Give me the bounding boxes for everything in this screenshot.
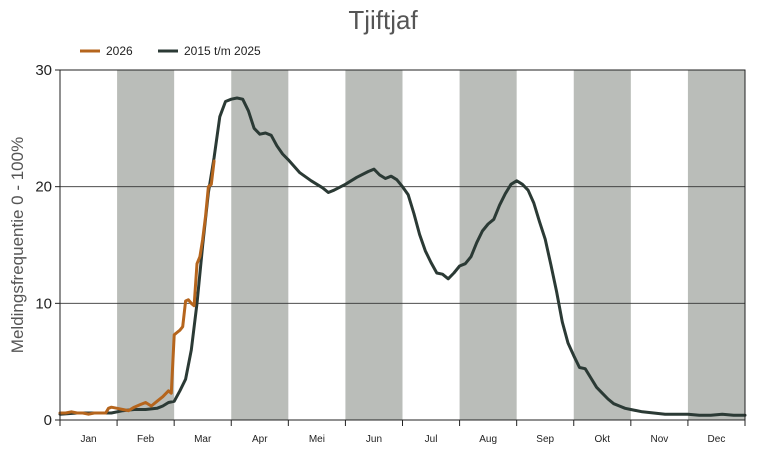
x-tick-label-jan: Jan [80, 434, 96, 445]
y-tick-label-10: 10 [35, 295, 52, 312]
shaded-month-bands [117, 70, 745, 420]
y-tick-label-20: 20 [35, 179, 52, 196]
x-tick-label-mei: Mei [309, 434, 325, 445]
x-tick-label-feb: Feb [137, 434, 155, 445]
x-tick-label-okt: Okt [595, 434, 611, 445]
x-tick-label-dec: Dec [708, 434, 726, 445]
x-tick-label-jul: Jul [425, 434, 438, 445]
band-dec [687, 70, 745, 420]
y-axis-label: Meldingsfrequentie 0 - 100% [8, 137, 27, 353]
x-axis-ticks: Jan Feb Mar Apr Mei Jun Jul Aug Sep Okt Nov Dec [59, 420, 746, 445]
x-tick-label-apr: Apr [252, 434, 268, 445]
x-tick-label-jun: Jun [366, 434, 382, 445]
series-lines [58, 96, 747, 417]
legend: 2026 2015 t/m 2025 [80, 44, 261, 58]
x-tick-label-aug: Aug [479, 434, 497, 445]
legend-label-2026: 2026 [106, 44, 133, 58]
y-tick-label-30: 30 [35, 62, 52, 79]
chart-title: Tjiftjaf [348, 5, 418, 35]
band-okt [573, 70, 631, 420]
x-tick-label-mar: Mar [194, 434, 212, 445]
band-feb [117, 70, 175, 420]
series-line-2026 [58, 159, 216, 416]
x-tick-label-nov: Nov [650, 434, 668, 445]
band-apr [231, 70, 289, 420]
band-jun [345, 70, 403, 420]
y-tick-label-0: 0 [44, 412, 52, 429]
x-tick-label-sep: Sep [536, 434, 554, 445]
band-aug [459, 70, 517, 420]
legend-label-2015-2025: 2015 t/m 2025 [184, 44, 261, 58]
y-axis-ticks: 0 10 20 30 [35, 62, 60, 429]
